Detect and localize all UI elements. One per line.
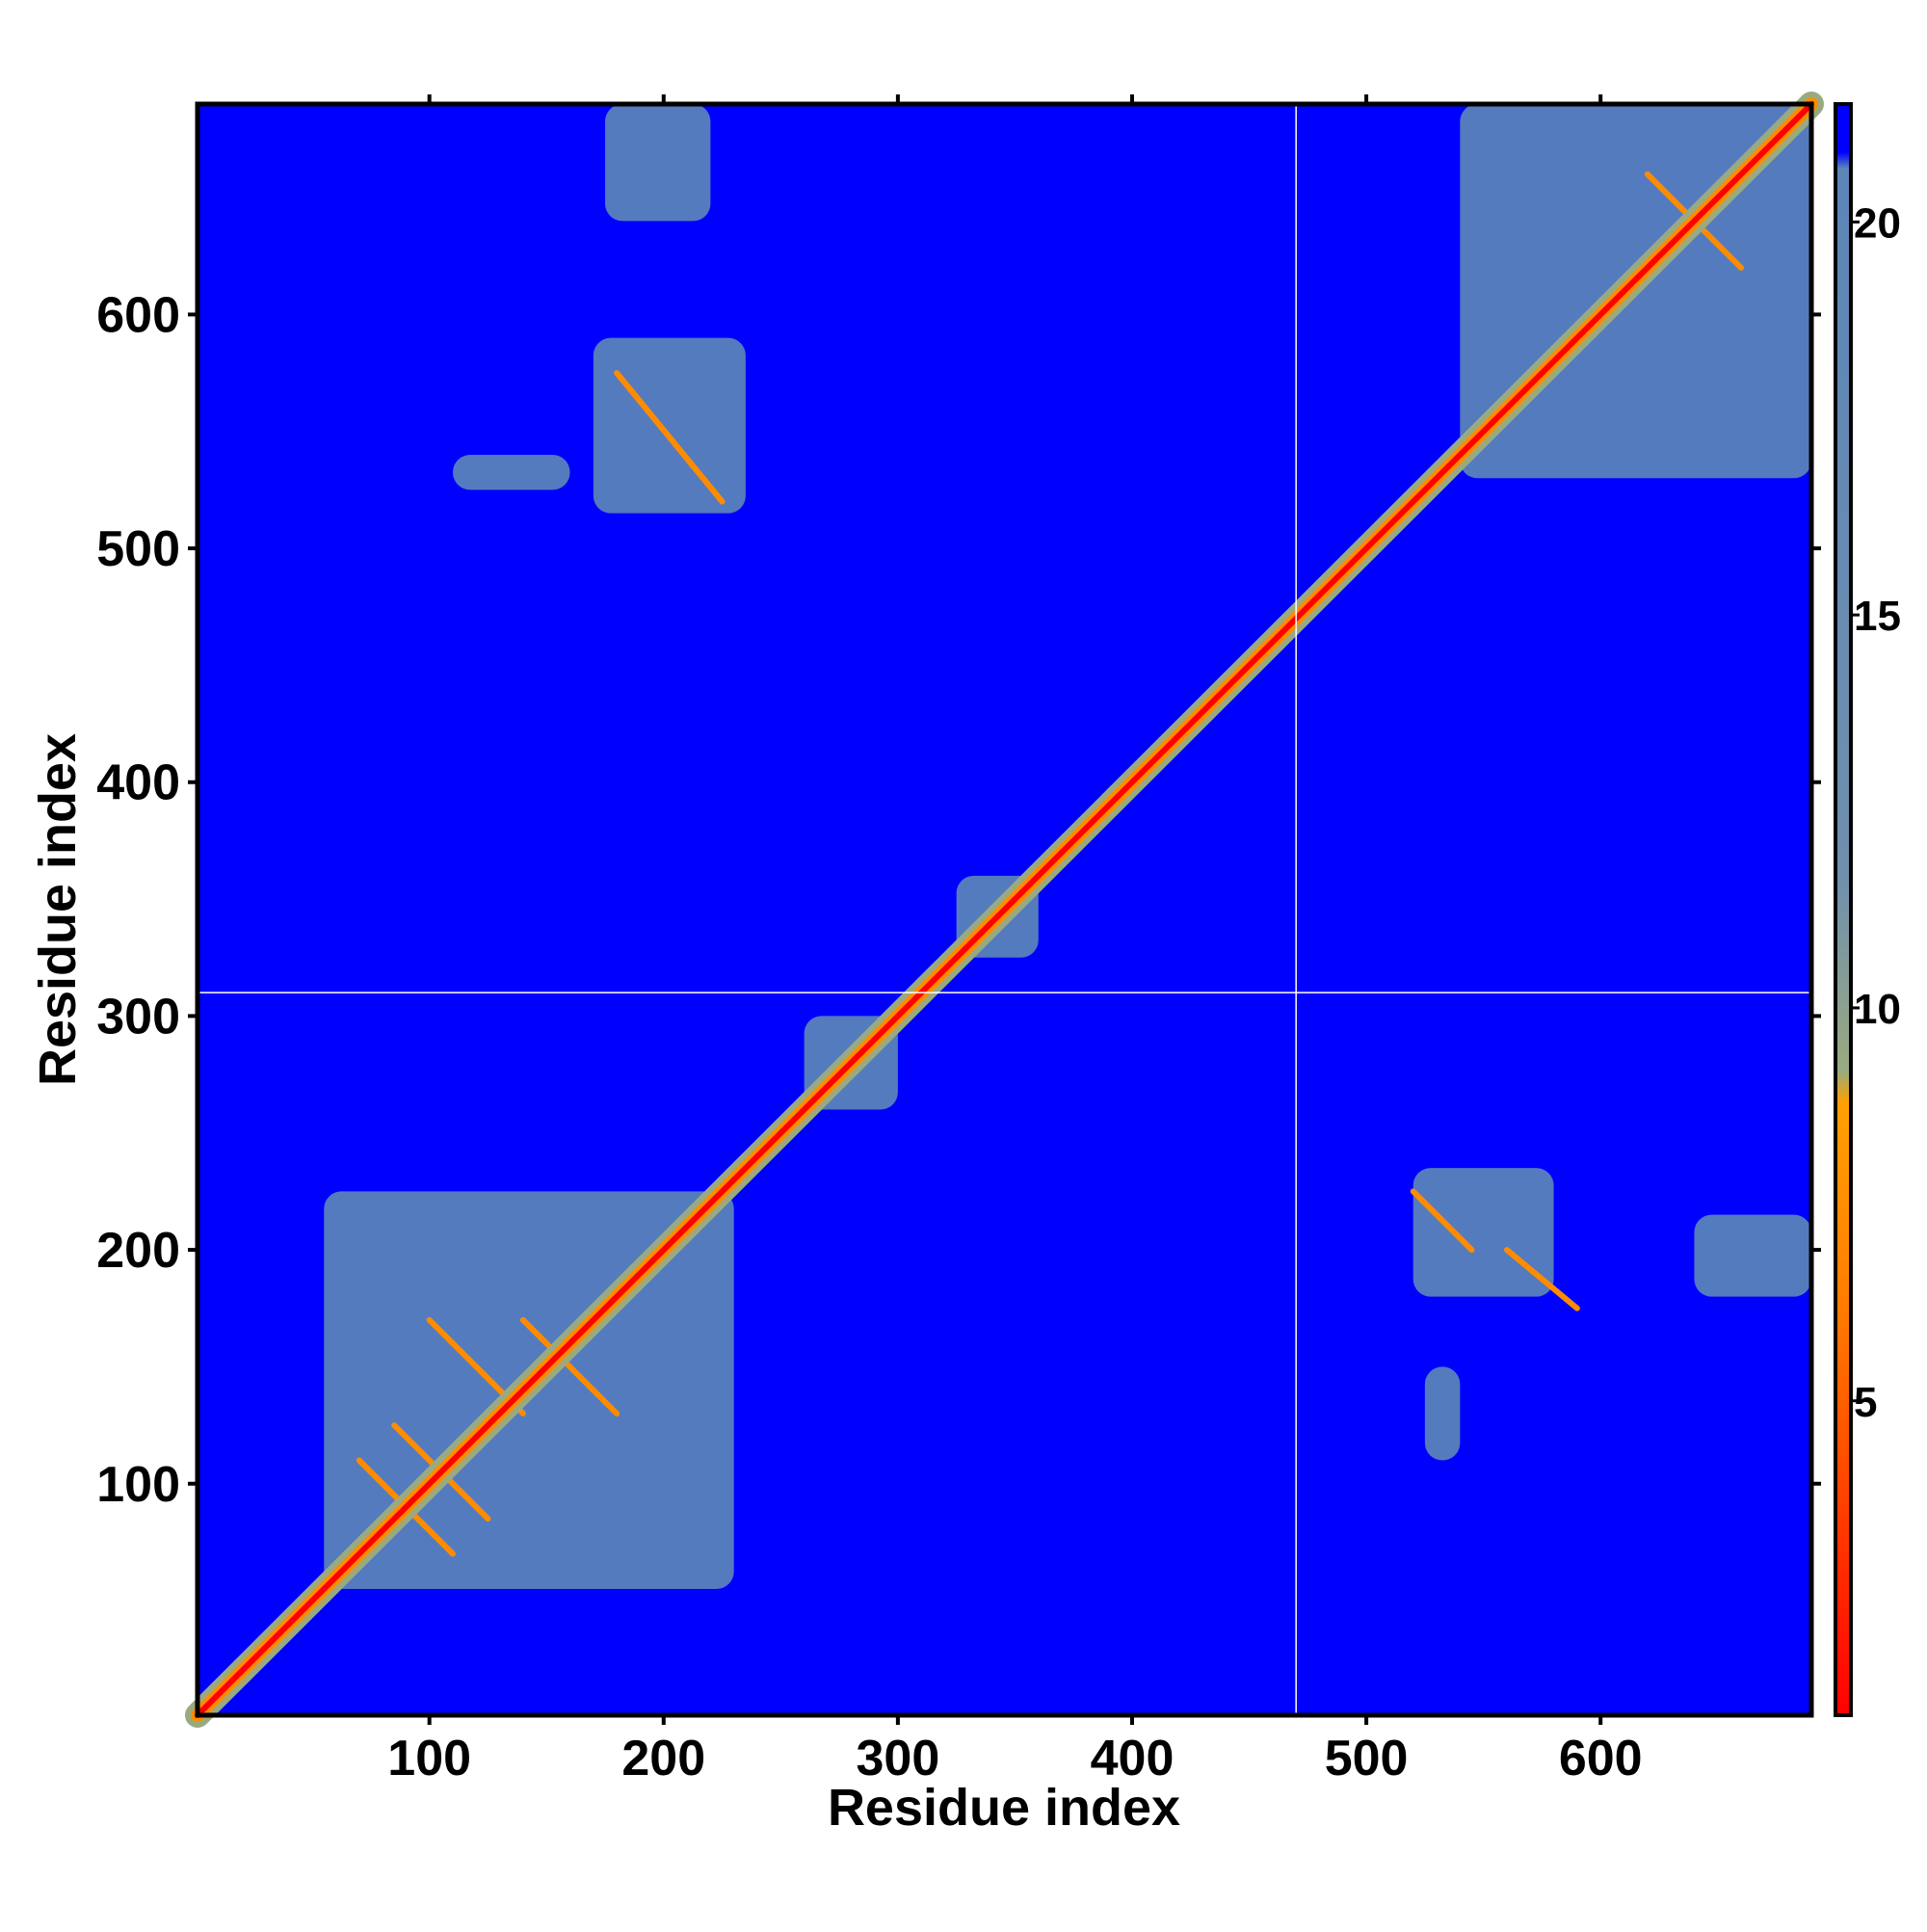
contact-line-3 bbox=[519, 1316, 620, 1416]
contact-line-6 bbox=[1503, 1247, 1580, 1311]
y-tick-label: 100 bbox=[96, 1457, 180, 1513]
colorbar-tick-label: 15 bbox=[1854, 593, 1901, 640]
x-tick-label: 400 bbox=[1091, 1731, 1175, 1786]
colorbar bbox=[1834, 102, 1853, 1717]
x-tick-label: 600 bbox=[1559, 1731, 1643, 1786]
x-tick-label: 200 bbox=[621, 1731, 705, 1786]
y-axis-ticks: 100 200 300 400 500 600 bbox=[96, 287, 1821, 1513]
x-axis-ticks: 100 200 300 400 500 600 bbox=[387, 94, 1643, 1786]
colorbar-ticks: 5 10 15 20 bbox=[1851, 199, 1901, 1426]
contact-region-7 bbox=[1424, 1366, 1461, 1461]
contact-region-3 bbox=[605, 104, 711, 222]
contact-region-4 bbox=[452, 455, 570, 490]
contact-region-2 bbox=[593, 337, 746, 514]
y-axis-label: Residue index bbox=[29, 733, 87, 1086]
x-tick-label: 300 bbox=[857, 1731, 940, 1786]
y-tick-label: 500 bbox=[96, 521, 180, 577]
x-axis-label: Residue index bbox=[828, 1779, 1180, 1837]
diagonal-core bbox=[195, 101, 1814, 1718]
colorbar-tick-label: 10 bbox=[1854, 986, 1901, 1033]
contact-line-4 bbox=[614, 370, 726, 505]
y-tick-label: 300 bbox=[96, 989, 180, 1045]
plot-frame bbox=[195, 101, 1814, 1718]
domain-boundaries bbox=[198, 104, 1811, 1715]
x-tick-label: 100 bbox=[387, 1731, 471, 1786]
y-tick-label: 200 bbox=[96, 1223, 180, 1279]
diagonal-band bbox=[185, 92, 1824, 1728]
contact-region-5 bbox=[1412, 1168, 1554, 1297]
colorbar-tick-label: 20 bbox=[1854, 199, 1901, 247]
colorbar-tick-label: 5 bbox=[1854, 1379, 1877, 1426]
x-tick-label: 500 bbox=[1325, 1731, 1409, 1786]
contact-line-5 bbox=[1410, 1188, 1475, 1254]
y-tick-label: 400 bbox=[96, 755, 180, 811]
contact-region-6 bbox=[1694, 1214, 1811, 1297]
y-tick-label: 600 bbox=[96, 287, 180, 343]
